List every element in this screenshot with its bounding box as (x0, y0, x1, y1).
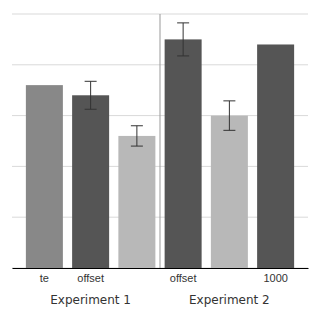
error-bar (85, 81, 97, 109)
bar (211, 116, 248, 268)
grid (12, 14, 308, 268)
bar (257, 44, 294, 268)
x-tick: offset (170, 268, 197, 284)
error-bar (177, 23, 189, 56)
x-tick-label: te (40, 272, 49, 284)
bars (26, 23, 294, 268)
chart: te offset offset 1000 Experiment 1 Experiment… (0, 0, 320, 320)
plot: te offset offset 1000 Experiment 1 Experiment… (12, 14, 309, 307)
x-axis-line (13, 268, 309, 269)
divider (160, 14, 161, 268)
bar (72, 95, 109, 268)
x-tick: offset (77, 268, 104, 284)
error-bar (223, 101, 235, 130)
annotation: Experiment 1 (50, 293, 131, 307)
error-bar (131, 126, 143, 146)
x-tick-label: offset (77, 272, 104, 284)
x-tick: 1000 (263, 268, 287, 284)
x-tick-label: 1000 (263, 272, 287, 284)
bar (26, 85, 63, 268)
x-tick-label: offset (170, 272, 197, 284)
bar (165, 39, 202, 268)
x-tick: te (40, 268, 49, 284)
bar (118, 136, 155, 268)
x-axis: te offset offset 1000 (13, 268, 309, 284)
annotation: Experiment 2 (189, 293, 270, 307)
